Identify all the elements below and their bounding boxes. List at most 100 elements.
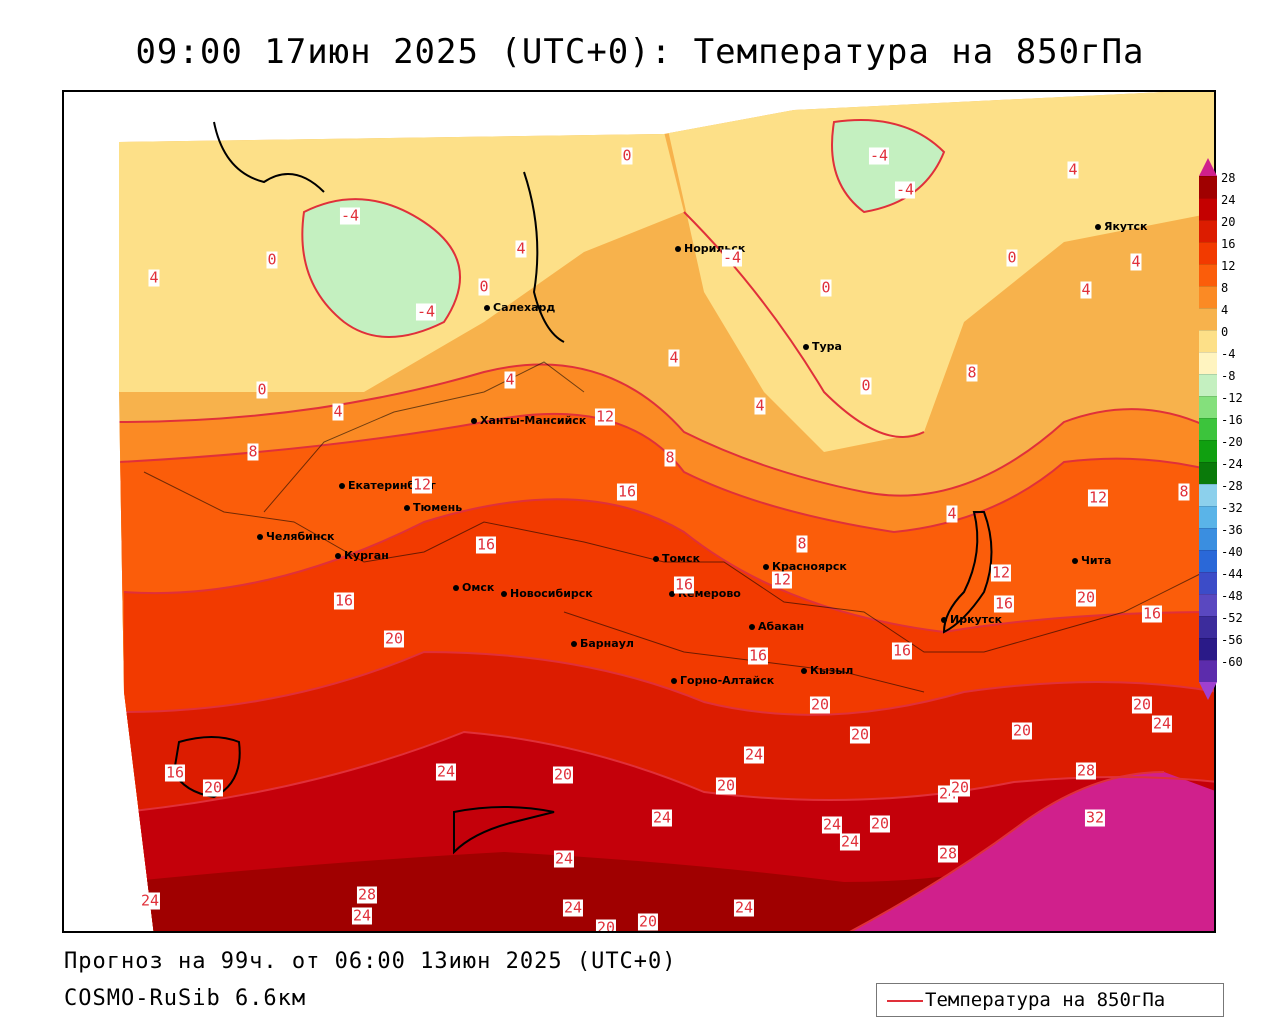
model-name: COSMO-RuSib 6.6км [64, 986, 307, 1011]
contour-label: -4 [415, 302, 437, 321]
city-chelyabinsk: Челябинск [256, 530, 335, 543]
contour-label: 28 [937, 844, 959, 863]
colorbar-segment [1199, 440, 1217, 462]
contour-label: 12 [411, 475, 433, 494]
contour-label: 16 [164, 763, 186, 782]
legend-line-swatch [887, 1000, 923, 1002]
colorbar-segment [1199, 396, 1217, 418]
contour-label: 16 [475, 535, 497, 554]
contour-label: 0 [820, 278, 832, 297]
colorbar-segment [1199, 506, 1217, 528]
contour-label: 0 [266, 250, 278, 269]
contour-label: 24 [821, 815, 843, 834]
city-omsk: Омск [452, 581, 495, 594]
contour-label: 20 [202, 778, 224, 797]
colorbar-tick-label: -4 [1221, 347, 1236, 361]
contour-label: 32 [1084, 808, 1106, 827]
colorbar-segment [1199, 594, 1217, 616]
contour-label: 8 [1178, 482, 1190, 501]
contour-label: 16 [673, 575, 695, 594]
contour-label: 0 [621, 146, 633, 165]
colorbar-tick-label: -52 [1221, 611, 1243, 625]
city-tyumen: Тюмень [403, 501, 463, 514]
contour-label: 24 [839, 832, 861, 851]
colorbar-segment [1199, 616, 1217, 638]
city-chita: Чита [1071, 554, 1112, 567]
contour-label: 24 [553, 849, 575, 868]
city-kurgan: Курган [335, 549, 389, 562]
contour-label: 4 [1130, 252, 1142, 271]
contour-label: 20 [949, 778, 971, 797]
colorbar-tick-label: -56 [1221, 633, 1243, 647]
contour-label: 4 [504, 370, 516, 389]
contour-label: 24 [435, 762, 457, 781]
contour-label: 16 [747, 646, 769, 665]
contour-label: 24 [562, 898, 584, 917]
contour-label: 20 [1075, 588, 1097, 607]
colorbar-segment [1199, 176, 1217, 198]
contour-label: 16 [891, 641, 913, 660]
contour-label: 4 [332, 402, 344, 421]
colorbar-segment [1199, 198, 1217, 220]
contour-label: 24 [733, 898, 755, 917]
colorbar-tick-label: 0 [1221, 325, 1229, 339]
colorbar-segment [1199, 330, 1217, 352]
colorbar-segment [1199, 638, 1217, 660]
colorbar-tick-label: -28 [1221, 479, 1243, 493]
colorbar-segment [1199, 418, 1217, 440]
contour-label: 20 [552, 765, 574, 784]
city-barnaul: Барнаул [571, 637, 634, 650]
city-tomsk: Томск [652, 552, 701, 565]
colorbar-tick-label: -20 [1221, 435, 1243, 449]
temperature-map: Норильск Якутск Салехард Тура Ханты-Манс… [62, 90, 1216, 933]
colorbar-tick-label: 12 [1221, 259, 1236, 273]
contour-label: 0 [1006, 248, 1018, 267]
contour-label: 24 [351, 906, 373, 925]
city-abakan: Абакан [748, 620, 805, 633]
contour-label: 8 [796, 534, 808, 553]
city-krasnoyarsk: Красноярск [763, 560, 847, 573]
colorbar-tick-label: 4 [1221, 303, 1229, 317]
colorbar-tick-label: 20 [1221, 215, 1236, 229]
contour-label: 20 [715, 776, 737, 795]
contour-label: 4 [946, 504, 958, 523]
colorbar-tick-label: -60 [1221, 655, 1243, 669]
colorbar-top-arrow [1199, 158, 1217, 176]
city-salekhard: Салехард [483, 301, 556, 314]
colorbar-tick-label: -16 [1221, 413, 1243, 427]
contour-label: -4 [868, 146, 890, 165]
colorbar-segment [1199, 572, 1217, 594]
contour-label: 28 [1075, 761, 1097, 780]
contour-label: 12 [594, 407, 616, 426]
colorbar-tick-label: -8 [1221, 369, 1236, 383]
contour-label: 24 [1151, 714, 1173, 733]
colorbar-bottom-arrow [1199, 682, 1217, 700]
colorbar-tick-label: 28 [1221, 171, 1236, 185]
colorbar-tick-label: -12 [1221, 391, 1243, 405]
colorbar-tick-label: 16 [1221, 237, 1236, 251]
contour-label: 16 [1141, 604, 1163, 623]
city-gorno-altaysk: Горно-Алтайск [670, 674, 775, 687]
legend-label: Температура на 850гПа [925, 989, 1166, 1011]
contour-label: 20 [1131, 695, 1153, 714]
contour-label: 16 [616, 482, 638, 501]
colorbar-segment [1199, 660, 1217, 682]
contour-label: 20 [809, 695, 831, 714]
colorbar-tick-label: 8 [1221, 281, 1229, 295]
contour-label: 20 [637, 912, 659, 931]
colorbar-segment [1199, 286, 1217, 308]
contour-label: 0 [860, 376, 872, 395]
contour-label: 24 [743, 745, 765, 764]
colorbar-segment [1199, 374, 1217, 396]
temperature-field [119, 92, 1214, 931]
contour-label: 24 [139, 891, 161, 910]
forecast-info: Прогноз на 99ч. от 06:00 13июн 2025 (UTC… [64, 949, 677, 974]
contour-label: 0 [256, 380, 268, 399]
colorbar-segment [1199, 308, 1217, 330]
contour-label: 12 [990, 563, 1012, 582]
contour-label: 8 [664, 448, 676, 467]
colorbar-segment [1199, 242, 1217, 264]
colorbar-segment [1199, 528, 1217, 550]
colorbar-tick-label: -48 [1221, 589, 1243, 603]
contour-label: 8 [966, 363, 978, 382]
